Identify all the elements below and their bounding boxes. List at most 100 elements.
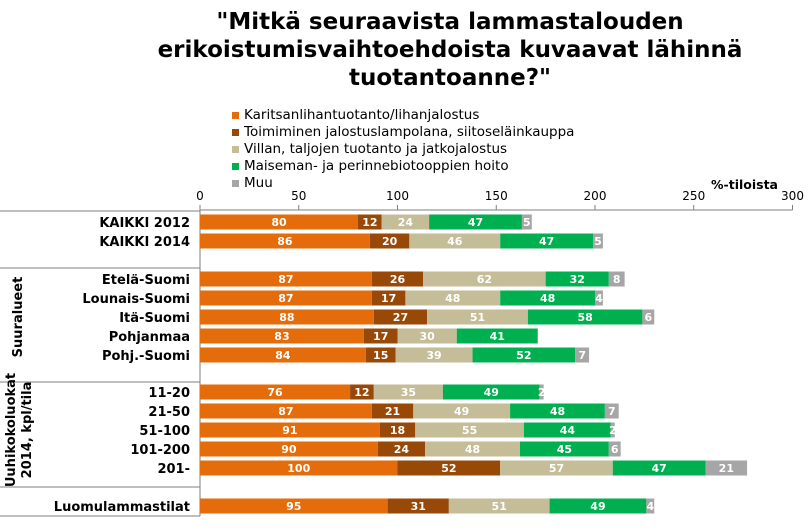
- data-label: 80: [271, 216, 287, 229]
- bar-segment: [200, 214, 358, 230]
- data-label: 87: [278, 273, 293, 286]
- bar-segment: [200, 309, 374, 325]
- x-tick-label: 100: [386, 189, 409, 203]
- category-label: 101-200: [130, 443, 190, 458]
- group-label: Uuhikokoluokat2014, kpl/tila: [4, 373, 35, 487]
- bar-segment: [500, 460, 613, 476]
- bar-segment: [373, 384, 443, 400]
- data-label: 15: [373, 349, 388, 362]
- bar-segment: [363, 328, 398, 344]
- data-label: 86: [277, 235, 293, 248]
- bar-segment: [646, 498, 655, 514]
- legend-label: Toimiminen jalostuslampolana, siitoseläi…: [244, 124, 575, 140]
- bar-segment: [510, 403, 605, 419]
- data-label: 17: [381, 292, 396, 305]
- data-label: 57: [549, 462, 564, 475]
- data-label: 21: [385, 405, 400, 418]
- bar-segment: [642, 309, 655, 325]
- bar-segment: [425, 441, 520, 457]
- data-label: 83: [274, 330, 289, 343]
- category-label: Etelä-Suomi: [102, 273, 190, 288]
- data-label: 100: [287, 462, 310, 475]
- bar-segment: [519, 441, 609, 457]
- category-label: Pohj.-Suomi: [102, 349, 190, 364]
- legend-swatch: [232, 129, 239, 136]
- bar-segment: [395, 347, 473, 363]
- bar-segment: [442, 384, 540, 400]
- bar-segment: [371, 271, 424, 287]
- legend-label: Maiseman- ja perinnebiotooppien hoito: [244, 158, 509, 174]
- data-label: 6: [644, 311, 652, 324]
- data-label: 62: [477, 273, 492, 286]
- data-label: 47: [468, 216, 483, 229]
- data-label: 24: [394, 443, 410, 456]
- x-tick-label: 300: [781, 189, 804, 203]
- category-label: KAIKKI 2014: [99, 235, 190, 250]
- bar-segment: [415, 422, 524, 438]
- data-label: 4: [646, 500, 654, 513]
- bar-segment: [413, 403, 511, 419]
- data-label: 6: [611, 443, 619, 456]
- category-label: 21-50: [148, 405, 190, 420]
- bar-segment: [608, 271, 625, 287]
- bar-segment: [369, 233, 410, 249]
- category-label: Pohjanmaa: [109, 330, 190, 345]
- bar-segment: [472, 347, 576, 363]
- bar-segment: [371, 403, 414, 419]
- bar-segment: [350, 384, 374, 400]
- data-label: 88: [279, 311, 294, 324]
- bar-segment: [373, 309, 428, 325]
- bar-segment: [365, 347, 396, 363]
- data-label: 91: [282, 424, 297, 437]
- data-label: 7: [578, 349, 586, 362]
- group-label: Suuralueet: [11, 277, 26, 358]
- data-label: 84: [275, 349, 291, 362]
- bar-segment: [545, 271, 609, 287]
- data-label: 24: [398, 216, 414, 229]
- category-label: Lounais-Suomi: [82, 292, 190, 307]
- bar-segment: [200, 290, 372, 306]
- legend-swatch: [232, 180, 239, 187]
- x-tick-label: 150: [485, 189, 508, 203]
- bar-segment: [377, 441, 426, 457]
- bar-segment: [200, 384, 351, 400]
- bar-segment: [409, 233, 501, 249]
- bar-segment: [358, 214, 382, 230]
- legend-swatch: [232, 146, 239, 153]
- bar-segment: [448, 498, 550, 514]
- data-label: 2: [609, 424, 617, 437]
- data-label: 49: [454, 405, 469, 418]
- bar-segment: [610, 422, 615, 438]
- bar-segment: [429, 214, 522, 230]
- x-tick-label: 200: [584, 189, 607, 203]
- data-label: 18: [390, 424, 405, 437]
- category-label: 11-20: [148, 386, 190, 401]
- bar-segment: [397, 460, 501, 476]
- category-label: KAIKKI 2012: [99, 216, 190, 231]
- bar-segment: [604, 403, 619, 419]
- bar-segment: [397, 328, 457, 344]
- legend-swatch: [232, 112, 239, 119]
- bar-segment: [405, 290, 501, 306]
- data-label: 48: [540, 292, 555, 305]
- data-label: 21: [719, 462, 734, 475]
- bar-segment: [200, 498, 388, 514]
- data-label: 49: [484, 386, 499, 399]
- data-label: 8: [613, 273, 621, 286]
- data-label: 48: [465, 443, 480, 456]
- x-tick-label: 250: [682, 189, 705, 203]
- data-label: 20: [382, 235, 398, 248]
- data-label: 31: [411, 500, 426, 513]
- bar-segment: [200, 271, 372, 287]
- bar-segment: [608, 441, 621, 457]
- data-label: 49: [590, 500, 605, 513]
- data-label: 52: [441, 462, 456, 475]
- data-label: 46: [447, 235, 463, 248]
- bar-segment: [200, 403, 372, 419]
- bar-segment: [539, 384, 544, 400]
- data-label: 35: [401, 386, 416, 399]
- bar-segment: [200, 347, 366, 363]
- data-label: 87: [278, 405, 293, 418]
- data-label: 5: [594, 235, 602, 248]
